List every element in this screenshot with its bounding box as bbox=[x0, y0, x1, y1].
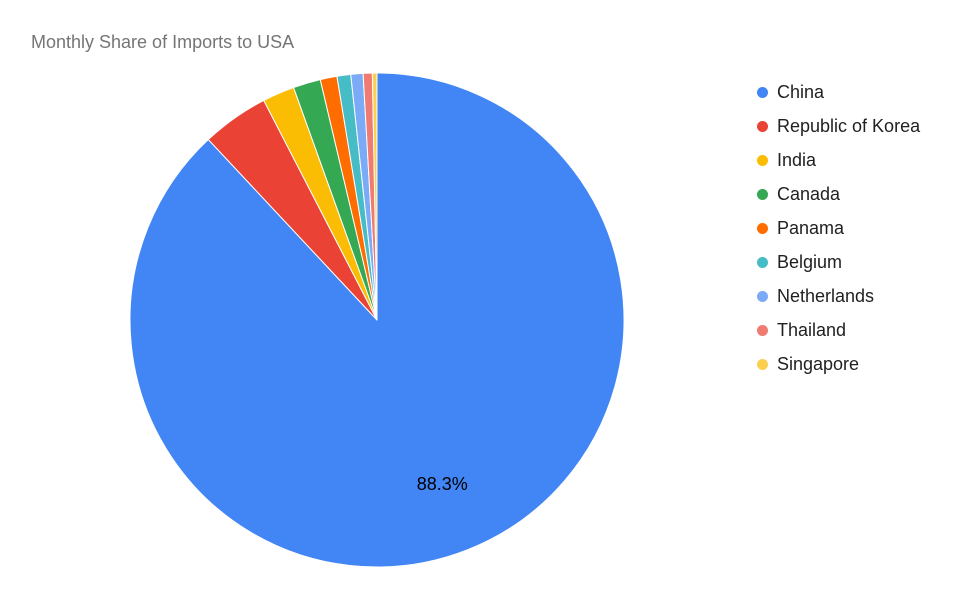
legend-item[interactable]: Netherlands bbox=[757, 279, 920, 313]
legend-item[interactable]: Singapore bbox=[757, 347, 920, 381]
legend-label: Canada bbox=[777, 183, 841, 204]
legend-swatch-icon bbox=[757, 120, 768, 132]
legend-label: Republic of Korea bbox=[777, 115, 921, 136]
legend-item[interactable]: Republic of Korea bbox=[757, 109, 920, 143]
legend-swatch-icon bbox=[757, 154, 768, 166]
legend-item[interactable]: Canada bbox=[757, 177, 920, 211]
legend-swatch-icon bbox=[757, 324, 768, 336]
legend-item[interactable]: China bbox=[757, 75, 920, 109]
legend-label: Belgium bbox=[777, 251, 843, 272]
legend-item[interactable]: Belgium bbox=[757, 245, 920, 279]
legend-label: India bbox=[777, 149, 817, 170]
legend-label: Thailand bbox=[777, 319, 847, 340]
chart-title: Monthly Share of Imports to USA bbox=[31, 32, 295, 52]
chart-legend: China Republic of Korea India Canada Panama B… bbox=[757, 75, 920, 381]
legend-label: Panama bbox=[777, 217, 845, 238]
legend-label: Netherlands bbox=[777, 285, 875, 306]
slice-data-label: 88.3% bbox=[417, 474, 468, 494]
legend-label: Singapore bbox=[777, 353, 860, 374]
legend-label: China bbox=[777, 81, 825, 102]
legend-swatch-icon bbox=[757, 222, 768, 234]
legend-item[interactable]: Panama bbox=[757, 211, 920, 245]
legend-swatch-icon bbox=[757, 86, 768, 98]
pie-slice-singapore[interactable] bbox=[371, 72, 378, 321]
legend-swatch-icon bbox=[757, 256, 768, 268]
legend-item[interactable]: India bbox=[757, 143, 920, 177]
legend-swatch-icon bbox=[757, 290, 768, 302]
legend-swatch-icon bbox=[757, 358, 768, 370]
legend-item[interactable]: Thailand bbox=[757, 313, 920, 347]
legend-swatch-icon bbox=[757, 188, 768, 200]
